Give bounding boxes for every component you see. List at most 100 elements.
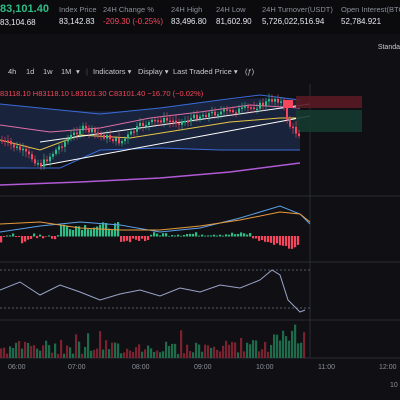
volume-bar	[33, 345, 36, 358]
volume-bar	[183, 353, 186, 358]
macd-bar	[48, 235, 51, 237]
macd-bar	[147, 236, 150, 240]
interval-dropdown-icon[interactable]: ▾	[76, 67, 80, 76]
volume-bar	[243, 351, 246, 358]
candle-body	[148, 122, 150, 126]
ma-yellow	[0, 117, 300, 151]
macd-bar	[90, 229, 93, 237]
macd-bar	[201, 234, 204, 237]
candle-body	[130, 131, 132, 135]
volume-bar	[237, 352, 240, 358]
macd-bar	[156, 233, 159, 237]
candle-body	[235, 112, 237, 114]
macd-bar	[66, 226, 69, 237]
candle-body	[226, 109, 228, 111]
candle-body	[268, 99, 270, 102]
candle-body	[40, 163, 42, 167]
macd-bar	[18, 236, 21, 237]
macd-bar	[294, 236, 297, 248]
volume-bar	[207, 345, 210, 358]
view-mode-label[interactable]: Standa	[377, 44, 400, 51]
macd-bar	[213, 234, 216, 237]
position-box-red	[296, 96, 362, 108]
candle-body	[70, 134, 72, 139]
macd-bar	[261, 236, 264, 241]
candle-body	[127, 134, 129, 139]
macd-bar	[57, 235, 60, 237]
macd-pane	[0, 222, 300, 249]
chevron-down-icon: ▾	[127, 67, 132, 76]
interval-4h[interactable]: 4h	[8, 67, 17, 76]
position-marker[interactable]	[283, 100, 293, 108]
volume-bar	[132, 351, 135, 358]
candle-body	[223, 109, 225, 112]
volume-bar	[156, 350, 159, 358]
time-label: 10:00	[256, 364, 274, 371]
macd-bar	[117, 222, 120, 237]
last-price: 83,101.40	[0, 3, 49, 15]
volume-bar	[168, 345, 171, 358]
macd-bar	[39, 234, 42, 237]
candle-body	[259, 102, 261, 109]
volume-bar	[42, 345, 45, 358]
macd-bar	[63, 224, 66, 237]
candle-body	[118, 137, 120, 144]
macd-bar	[168, 235, 171, 237]
formula-icon[interactable]: (ƒ)	[245, 67, 255, 76]
candle-body	[247, 106, 249, 108]
indicators-menu[interactable]: Indicators ▾	[93, 67, 132, 76]
volume-bar	[15, 342, 18, 358]
macd-bar	[78, 226, 81, 237]
rsi-line	[0, 269, 306, 313]
candle-body	[280, 101, 282, 103]
macd-bar	[6, 235, 9, 237]
volume-bar	[153, 351, 156, 358]
macd-bar	[120, 236, 123, 242]
interval-1w[interactable]: 1w	[43, 67, 53, 76]
macd-bar	[228, 234, 231, 237]
macd-bar	[51, 236, 54, 239]
volume-bar	[201, 351, 204, 358]
volume-bar	[303, 332, 306, 358]
candle-body	[151, 119, 153, 123]
volume-bar	[186, 344, 189, 358]
volume-bar	[258, 351, 261, 358]
volume-bar	[246, 342, 249, 358]
candle-body	[37, 163, 39, 165]
macd-bar	[33, 233, 36, 237]
macd-bar	[192, 233, 195, 237]
price-source-menu[interactable]: Last Traded Price ▾	[173, 67, 238, 76]
volume-bar	[270, 345, 273, 358]
macd-bar	[273, 236, 276, 245]
volume-bar	[27, 342, 30, 358]
candle-body	[94, 128, 96, 133]
macd-bar	[87, 229, 90, 237]
candle-body	[286, 105, 288, 120]
interval-1m[interactable]: 1M	[61, 67, 72, 76]
volume-bar	[264, 341, 267, 358]
volume-bar	[114, 342, 117, 358]
interval-1d[interactable]: 1d	[26, 67, 35, 76]
volume-bar	[195, 342, 198, 358]
macd-bar	[0, 236, 3, 243]
candle-body	[175, 120, 177, 124]
trendline-lower	[39, 115, 311, 167]
volume-bar	[126, 348, 129, 358]
volume-bar	[69, 347, 72, 358]
volume-bar	[192, 352, 195, 358]
macd-bar	[69, 229, 72, 237]
macd-bar	[264, 236, 267, 242]
macd-bar	[84, 225, 87, 237]
macd-bar	[240, 232, 243, 237]
display-menu[interactable]: Display ▾	[138, 67, 169, 76]
macd-bar	[195, 232, 198, 237]
volume-bar	[180, 330, 183, 358]
macd-bar	[129, 236, 132, 243]
volume-bar	[54, 343, 57, 358]
volume-bar	[51, 352, 54, 358]
time-label: 12:00	[379, 364, 397, 371]
candle-body	[277, 98, 279, 103]
index-price-stat: Index Price 83,142.83	[59, 5, 97, 26]
volume-bar	[3, 347, 6, 358]
